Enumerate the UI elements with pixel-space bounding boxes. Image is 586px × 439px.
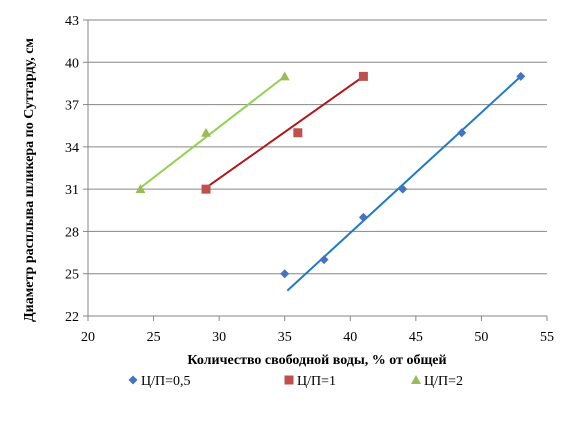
data-point-series-1 — [280, 269, 290, 279]
data-point-series-1 — [398, 184, 408, 194]
y-axis-title: Диаметр расплыва шликера по Суттарду, см — [22, 38, 37, 322]
y-tick-label: 37 — [65, 99, 79, 114]
trendline-layer — [139, 75, 522, 292]
x-tick-label: 25 — [147, 330, 161, 345]
data-point-series-1 — [516, 71, 526, 81]
trendline-series-3 — [139, 75, 286, 189]
x-tick-label: 20 — [81, 330, 95, 345]
legend-label: Ц/П=1 — [297, 374, 336, 389]
x-axis-title: Количество свободной воды, % от общей — [187, 353, 446, 368]
data-point-series-1 — [358, 212, 368, 222]
legend-label: Ц/П=2 — [424, 374, 463, 389]
data-point-series-3 — [135, 184, 146, 194]
y-tick-label: 34 — [65, 141, 79, 156]
x-tick-label: 50 — [474, 330, 488, 345]
x-tick-label: 30 — [212, 330, 226, 345]
axis-layer — [83, 19, 548, 321]
data-point-series-1 — [319, 255, 329, 265]
x-tick-label: 45 — [409, 330, 423, 345]
legend-marker — [284, 375, 294, 385]
legend-item-1: Ц/П=0,5 — [128, 374, 191, 389]
legend-marker — [411, 375, 421, 384]
legend-item-3: Ц/П=2 — [411, 374, 463, 389]
x-tick-label: 55 — [540, 330, 554, 345]
legend-item-2: Ц/П=1 — [284, 374, 336, 389]
y-tick-label: 40 — [65, 56, 79, 71]
legend-label: Ц/П=0,5 — [141, 374, 191, 389]
tick-labels: 22 25 28 31 34 37 40 43 20 25 30 35 40 45 50 55 — [65, 14, 554, 345]
data-point-series-2 — [293, 128, 303, 138]
data-point-series-2 — [358, 71, 368, 81]
y-tick-label: 43 — [65, 14, 79, 29]
data-point-series-3 — [201, 127, 212, 137]
data-point-series-3 — [279, 71, 290, 81]
points-layer — [135, 71, 526, 279]
grid-layer — [88, 19, 547, 275]
data-point-series-1 — [457, 128, 467, 138]
x-tick-label: 40 — [343, 330, 357, 345]
x-tick-label: 35 — [278, 330, 292, 345]
trendline-series-2 — [205, 75, 364, 189]
trendline-series-1 — [286, 75, 522, 292]
data-point-series-2 — [201, 184, 211, 194]
y-tick-label: 25 — [65, 268, 79, 283]
y-tick-label: 28 — [65, 225, 79, 240]
y-tick-label: 31 — [65, 183, 79, 198]
legend: Ц/П=0,5 Ц/П=1 Ц/П=2 — [128, 374, 463, 389]
y-tick-label: 22 — [65, 310, 79, 325]
legend-marker — [128, 375, 138, 385]
